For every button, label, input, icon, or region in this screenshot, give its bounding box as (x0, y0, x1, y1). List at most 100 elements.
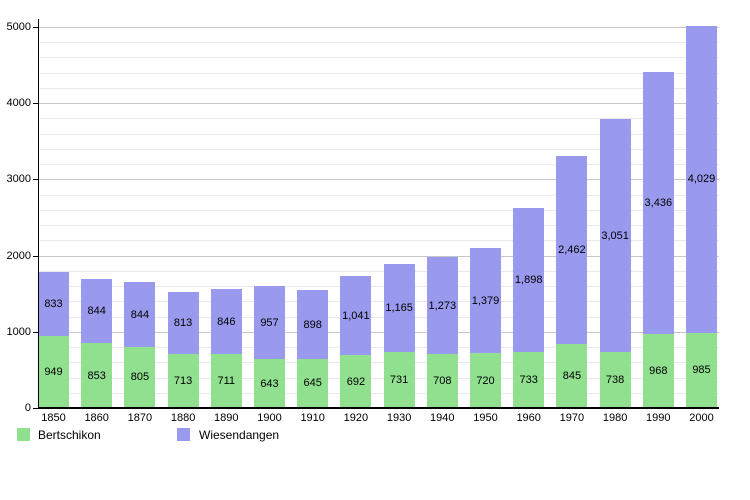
bar-value-label: 845 (562, 369, 582, 382)
bar-value-label: 985 (692, 364, 711, 377)
gridline-major (38, 103, 719, 105)
bar-value-label: 3,051 (601, 229, 629, 242)
bar-segment-bertschikon-1960: 733 (513, 352, 545, 408)
bar-segment-wiesendangen-1940: 1,273 (426, 257, 458, 355)
bar-segment-wiesendangen-1850: 833 (38, 272, 69, 336)
bar-segment-bertschikon-1860: 853 (81, 343, 113, 408)
gridline-minor (38, 377, 719, 379)
y-tick-label: 4000 (6, 97, 31, 110)
bar-segment-wiesendangen-1870: 844 (124, 282, 156, 347)
bar-segment-bertschikon-1920: 692 (340, 355, 372, 408)
bar-segment-bertschikon-1890: 711 (210, 353, 242, 408)
gridline-minor (38, 301, 719, 303)
legend-label-wiesendangen: Wiesendangen (199, 428, 280, 442)
gridline-minor (38, 87, 719, 89)
bar-value-label: 733 (519, 374, 538, 387)
bar-segment-bertschikon-1990: 968 (642, 334, 674, 408)
bar-value-label: 833 (44, 297, 63, 310)
bar-segment-bertschikon-1930: 731 (383, 352, 415, 408)
bar-value-label: 846 (217, 315, 236, 328)
gridline-major (38, 255, 719, 257)
bar-value-label: 844 (87, 304, 106, 317)
y-axis-tick (33, 331, 38, 333)
bar-value-label: 949 (44, 365, 63, 378)
bar-segment-wiesendangen-1900: 957 (254, 286, 285, 360)
bar-segment-wiesendangen-1920: 1,041 (340, 275, 372, 356)
gridline-minor (38, 209, 719, 211)
y-axis-tick (33, 255, 38, 257)
gridline-minor (38, 57, 719, 59)
bar-segment-bertschikon-1870: 805 (124, 346, 156, 408)
gridline-major (38, 27, 719, 28)
gridline-minor (38, 42, 719, 44)
bar-value-label: 1,041 (342, 309, 370, 322)
bar-segment-wiesendangen-1910: 898 (297, 290, 329, 359)
bar-segment-wiesendangen-1990: 3,436 (642, 72, 674, 335)
gridline-minor (38, 347, 719, 349)
y-tick-label: 3000 (6, 173, 31, 186)
x-tick-label: 1890 (214, 412, 239, 424)
gridline-minor (38, 240, 719, 242)
legend-swatch-bertschikon (17, 428, 30, 441)
bar-value-label: 720 (476, 374, 495, 387)
bar-segment-wiesendangen-1980: 3,051 (599, 119, 631, 352)
gridline-minor (38, 286, 719, 288)
x-tick-label: 1900 (257, 412, 282, 424)
bar-value-label: 1,898 (514, 273, 543, 286)
x-tick-label: 1940 (430, 412, 455, 424)
bar-value-label: 1,379 (471, 294, 500, 307)
bar-value-label: 805 (130, 371, 150, 384)
gridline-major (38, 179, 719, 181)
bar-value-label: 853 (87, 369, 106, 382)
bar-segment-bertschikon-1900: 643 (254, 359, 285, 408)
y-axis-tick (33, 103, 38, 105)
y-axis-tick (33, 27, 38, 28)
x-tick-label: 1850 (41, 412, 66, 424)
x-axis-line (38, 407, 719, 409)
bar-value-label: 692 (346, 375, 366, 388)
bar-value-label: 844 (130, 308, 150, 321)
bar-value-label: 713 (173, 374, 193, 387)
bar-segment-bertschikon-2000: 985 (686, 332, 717, 408)
bar-value-label: 1,273 (428, 299, 457, 312)
x-tick-label: 1960 (516, 412, 541, 424)
bar-segment-wiesendangen-1860: 844 (81, 278, 113, 344)
gridline-minor (38, 392, 719, 394)
bar-value-label: 645 (303, 377, 322, 390)
x-tick-label: 1910 (300, 412, 325, 424)
y-axis-line (38, 19, 39, 408)
gridline-major (38, 331, 719, 333)
bar-value-label: 708 (433, 375, 452, 388)
gridline-minor (38, 225, 719, 227)
bar-segment-bertschikon-1880: 713 (167, 353, 199, 408)
bar-value-label: 738 (605, 373, 625, 386)
bar-segment-wiesendangen-1960: 1,898 (513, 207, 545, 353)
x-tick-label: 2000 (689, 412, 714, 424)
x-tick-label: 1930 (386, 412, 412, 424)
x-tick-label: 1950 (473, 412, 498, 424)
bar-value-label: 813 (173, 316, 193, 329)
y-tick-label: 0 (24, 402, 31, 414)
gridline-minor (38, 72, 719, 74)
bar-segment-bertschikon-1940: 708 (426, 354, 458, 408)
bar-value-label: 643 (260, 377, 279, 390)
y-tick-label: 1000 (6, 325, 31, 338)
bar-value-label: 4,029 (687, 173, 716, 186)
bar-value-label: 968 (649, 365, 668, 378)
bar-segment-bertschikon-1980: 738 (599, 351, 631, 408)
gridline-minor (38, 270, 719, 272)
plot-area: 949 833 853 844 805 844 713 813 711 846 643 957 645 8… (38, 25, 719, 408)
bar-segment-wiesendangen-1930: 1,165 (383, 263, 415, 353)
gridline-minor (38, 316, 719, 318)
legend-swatch-wiesendangen (177, 428, 190, 441)
bar-segment-bertschikon-1950: 720 (470, 353, 501, 408)
bar-value-label: 731 (389, 374, 409, 387)
x-tick-label: 1970 (559, 412, 585, 424)
gridline-minor (38, 362, 719, 364)
bar-segment-wiesendangen-2000: 4,029 (686, 25, 717, 333)
x-tick-label: 1920 (343, 412, 369, 424)
legend-label-bertschikon: Bertschikon (38, 428, 101, 442)
bar-value-label: 957 (260, 316, 279, 329)
x-tick-label: 1880 (170, 412, 196, 424)
